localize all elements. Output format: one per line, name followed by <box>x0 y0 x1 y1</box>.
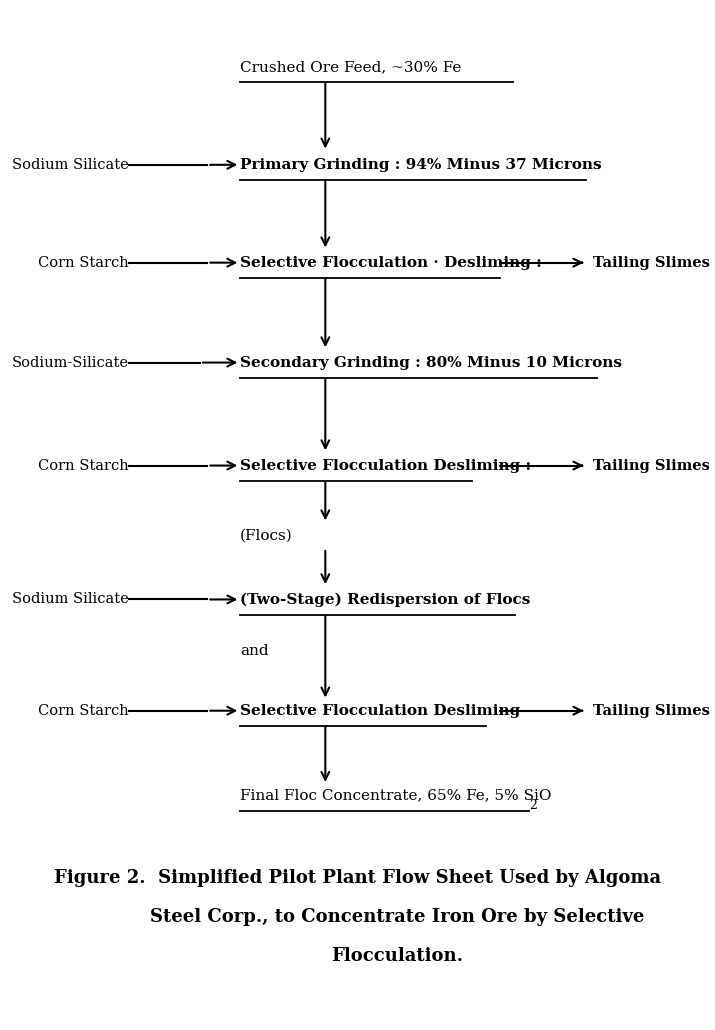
Text: Final Floc Concentrate, 65% Fe, 5% SiO: Final Floc Concentrate, 65% Fe, 5% SiO <box>240 788 552 802</box>
Text: Corn Starch: Corn Starch <box>38 255 129 270</box>
Text: Selective Flocculation Desliming :: Selective Flocculation Desliming : <box>240 458 531 473</box>
Text: (Two-Stage) Redispersion of Flocs: (Two-Stage) Redispersion of Flocs <box>240 592 531 607</box>
Text: Flocculation.: Flocculation. <box>331 947 463 965</box>
Text: Tailing Slimes: Tailing Slimes <box>593 255 710 270</box>
Text: Steel Corp., to Concentrate Iron Ore by Selective: Steel Corp., to Concentrate Iron Ore by … <box>149 907 644 926</box>
Text: Tailing Slimes: Tailing Slimes <box>593 703 710 718</box>
Text: Sodium-Silicate: Sodium-Silicate <box>11 355 129 370</box>
Text: Figure 2.  Simplified Pilot Plant Flow Sheet Used by Algoma: Figure 2. Simplified Pilot Plant Flow Sh… <box>54 868 661 887</box>
Text: (Flocs): (Flocs) <box>240 528 293 543</box>
Text: Primary Grinding : 94% Minus 37 Microns: Primary Grinding : 94% Minus 37 Microns <box>240 158 602 172</box>
Text: Sodium Silicate: Sodium Silicate <box>12 158 129 172</box>
Text: Sodium Silicate: Sodium Silicate <box>12 592 129 607</box>
Text: Corn Starch: Corn Starch <box>38 703 129 718</box>
Text: Corn Starch: Corn Starch <box>38 458 129 473</box>
Text: Tailing Slimes: Tailing Slimes <box>593 458 710 473</box>
Text: and: and <box>240 644 269 658</box>
Text: 2: 2 <box>529 799 537 812</box>
Text: Crushed Ore Feed, ~30% Fe: Crushed Ore Feed, ~30% Fe <box>240 60 462 74</box>
Text: Secondary Grinding : 80% Minus 10 Microns: Secondary Grinding : 80% Minus 10 Micron… <box>240 355 622 370</box>
Text: Selective Flocculation Desliming: Selective Flocculation Desliming <box>240 703 521 718</box>
Text: Selective Flocculation · Desliming :: Selective Flocculation · Desliming : <box>240 255 542 270</box>
